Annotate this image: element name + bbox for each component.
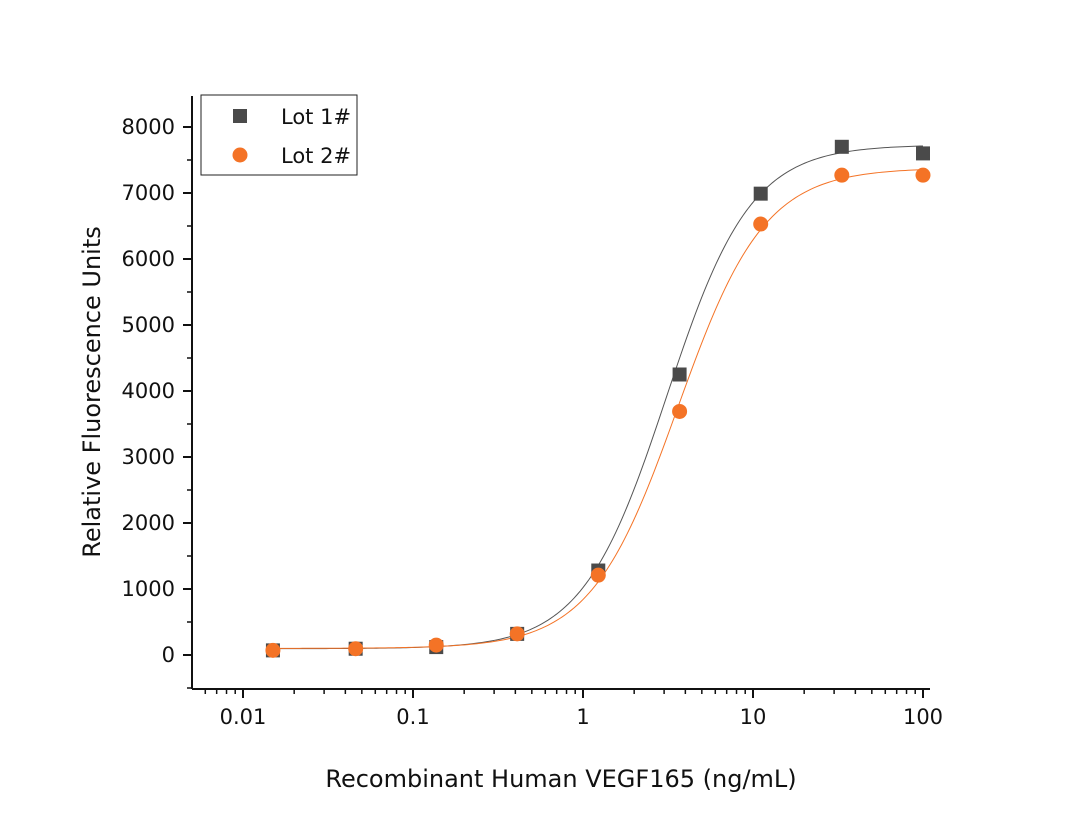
lot2-point xyxy=(753,216,769,232)
lot2-point xyxy=(590,567,606,583)
y-tick-label: 5000 xyxy=(122,313,175,337)
lot2-point xyxy=(834,167,850,183)
x-tick-label: 1 xyxy=(576,705,589,729)
y-tick-label: 3000 xyxy=(122,445,175,469)
tick-labels: 0 1000 2000 3000 4000 5000 6000 7000 8000 0.01 0.1… xyxy=(122,115,944,729)
y-tick-label: 2000 xyxy=(122,511,175,535)
lot2-point xyxy=(428,637,444,653)
x-tick-label: 0.1 xyxy=(396,705,429,729)
y-tick-label: 6000 xyxy=(122,247,175,271)
legend-label-lot2: Lot 2# xyxy=(281,144,351,168)
y-tick-label: 7000 xyxy=(122,181,175,205)
y-tick-label: 0 xyxy=(162,643,175,667)
lot2-point xyxy=(265,642,281,658)
legend-label-lot1: Lot 1# xyxy=(281,105,351,129)
legend: Lot 1# Lot 2# xyxy=(200,94,358,176)
legend-marker-lot2 xyxy=(232,147,248,163)
y-tick-label: 8000 xyxy=(122,115,175,139)
lot2-point xyxy=(509,626,525,642)
x-axis-title: Recombinant Human VEGF165 (ng/mL) xyxy=(325,765,796,793)
legend-marker-lot1 xyxy=(233,109,247,123)
lot2-point xyxy=(915,167,931,183)
lot1-point xyxy=(916,146,930,161)
y-axis-title: Relative Fluorescence Units xyxy=(78,226,106,558)
x-tick-label: 100 xyxy=(903,705,943,729)
x-tick-label: 10 xyxy=(740,705,767,729)
legend-box xyxy=(200,94,358,176)
lot1-point xyxy=(834,139,849,154)
axes xyxy=(183,96,930,698)
data-points xyxy=(265,139,931,658)
lot1-point xyxy=(753,186,768,201)
lot2-point xyxy=(672,403,688,419)
y-tick-label: 4000 xyxy=(122,379,175,403)
y-tick-label: 1000 xyxy=(122,577,175,601)
lot2-point xyxy=(348,641,364,657)
x-tick-label: 0.01 xyxy=(220,705,267,729)
lot1-point xyxy=(672,367,687,382)
